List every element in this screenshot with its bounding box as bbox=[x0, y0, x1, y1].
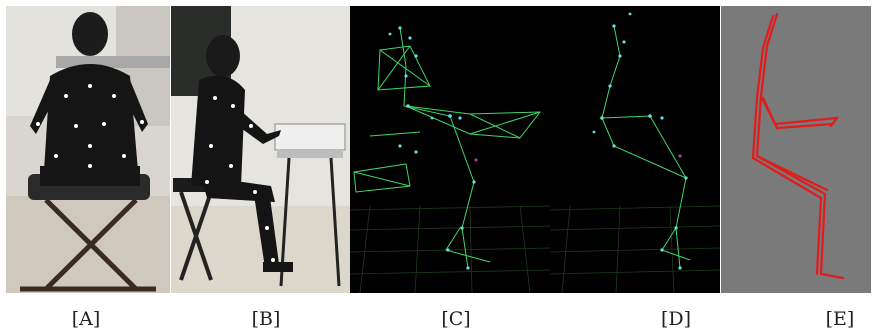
stick-figure-model bbox=[721, 6, 871, 293]
panel-label-a: [A] bbox=[71, 308, 101, 330]
panel-label-b: [B] bbox=[251, 308, 281, 330]
photo-side-view bbox=[171, 6, 350, 293]
panel-label-d: [D] bbox=[660, 308, 692, 330]
marker-skeleton-with-props bbox=[350, 6, 550, 293]
panel-label-e: [E] bbox=[825, 308, 855, 330]
panel-label-c: [C] bbox=[441, 308, 471, 330]
marker-skeleton bbox=[550, 6, 720, 293]
photo-back-view bbox=[6, 6, 170, 293]
